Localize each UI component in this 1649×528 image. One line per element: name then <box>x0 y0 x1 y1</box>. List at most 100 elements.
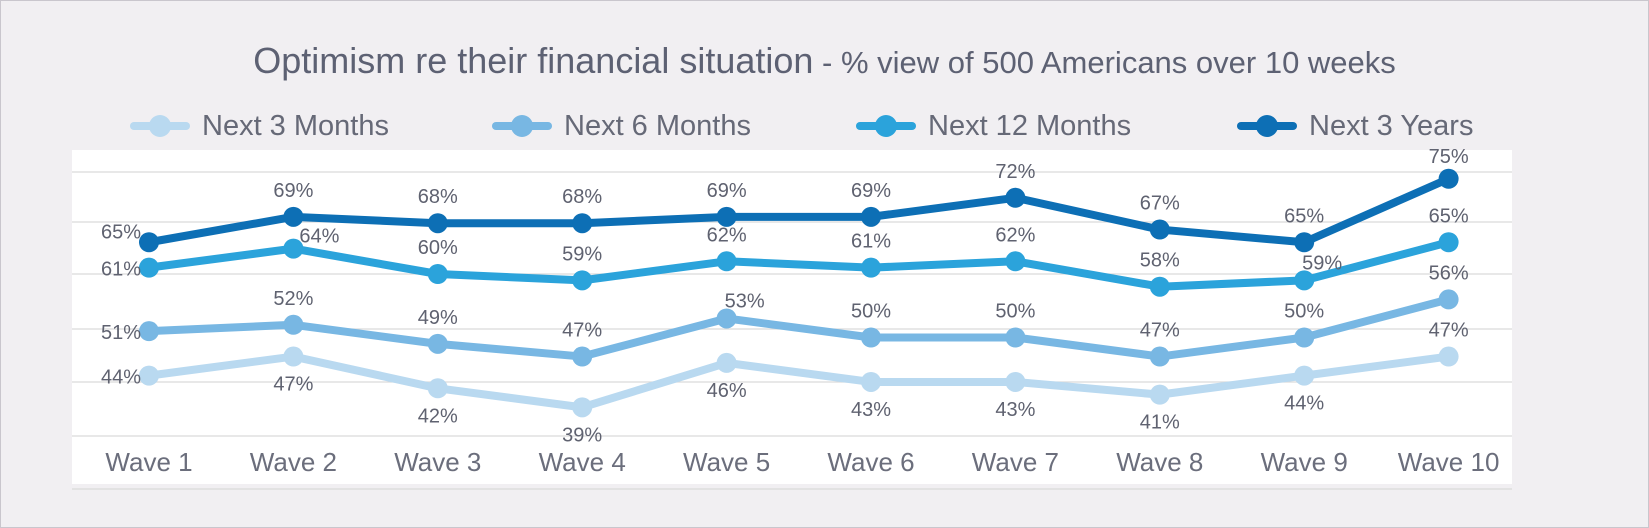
data-label: 44% <box>101 367 141 389</box>
data-point-next-12-months <box>716 251 737 272</box>
data-point-next-3-years <box>427 213 448 234</box>
data-point-next-3-years <box>283 206 304 227</box>
data-label: 61% <box>101 259 141 281</box>
data-point-next-12-months <box>1438 232 1459 253</box>
data-label: 64% <box>299 226 339 248</box>
data-point-next-3-months <box>283 346 304 367</box>
data-point-next-12-months <box>861 257 881 278</box>
data-point-next-3-months <box>1294 365 1315 386</box>
data-label: 41% <box>1140 412 1180 434</box>
legend-label: Next 6 Months <box>564 109 751 142</box>
data-label: 62% <box>707 224 747 246</box>
data-point-next-6-months <box>139 321 159 342</box>
data-point-next-6-months <box>716 308 737 329</box>
data-label: 39% <box>562 424 602 446</box>
legend-swatch-next-6-months <box>492 115 552 137</box>
series-line-next-6-months <box>145 295 1453 361</box>
data-label: 50% <box>1284 301 1324 323</box>
data-point-next-6-months <box>1438 289 1459 310</box>
data-point-next-3-years <box>1149 219 1170 240</box>
data-point-next-3-months <box>1149 384 1170 405</box>
data-label: 47% <box>1140 320 1180 342</box>
data-point-next-6-months <box>427 333 448 354</box>
x-tick-label: Wave 6 <box>827 447 914 477</box>
data-point-next-6-months <box>861 327 881 348</box>
data-label: 50% <box>995 301 1035 323</box>
data-label: 68% <box>418 186 458 208</box>
data-label: 51% <box>101 322 141 344</box>
x-tick-label: Wave 8 <box>1116 447 1203 477</box>
data-label: 59% <box>562 243 602 265</box>
data-label: 65% <box>101 221 141 243</box>
data-label: 56% <box>1429 262 1469 284</box>
chart-legend: Next 3 Months Next 6 Months Next 12 Mont… <box>0 104 1649 148</box>
legend-item-next-12-months: Next 12 Months <box>856 104 1131 148</box>
legend-label: Next 12 Months <box>928 109 1132 142</box>
data-point-next-6-months <box>1294 327 1315 348</box>
legend-item-next-6-months: Next 6 Months <box>492 104 751 148</box>
data-label: 61% <box>851 231 891 253</box>
data-labels: 44% 47% 42% 39% 46% 43% 43% 41% 44% 47% 51% 52% 49% 4… <box>101 146 1469 447</box>
data-label: 58% <box>1140 250 1180 272</box>
data-label: 60% <box>418 237 458 259</box>
data-label: 46% <box>707 380 747 402</box>
data-label: 59% <box>1302 252 1342 274</box>
data-point-next-3-months <box>861 371 881 392</box>
data-point-next-3-months <box>139 365 159 386</box>
data-point-next-3-years <box>572 213 593 234</box>
data-point-next-6-months <box>283 314 304 335</box>
data-point-next-3-years <box>1005 187 1026 208</box>
data-label: 67% <box>1140 193 1180 215</box>
data-label: 69% <box>851 180 891 202</box>
data-point-next-6-months <box>1005 327 1026 348</box>
x-axis: Wave 1 Wave 2 Wave 3 Wave 4 Wave 5 Wave 6 Wave… <box>105 447 1499 477</box>
data-label: 69% <box>273 180 313 202</box>
x-tick-label: Wave 2 <box>250 447 337 477</box>
data-point-next-6-months <box>572 346 593 367</box>
data-label: 44% <box>1284 393 1324 415</box>
data-label: 47% <box>1429 320 1469 342</box>
x-tick-label: Wave 1 <box>105 447 192 477</box>
data-label: 53% <box>725 290 765 312</box>
data-label: 42% <box>418 405 458 427</box>
legend-swatch-next-12-months <box>856 115 916 137</box>
data-label: 47% <box>273 374 313 396</box>
data-point-next-3-months <box>1005 371 1026 392</box>
data-point-next-3-years <box>139 232 159 253</box>
data-point-next-3-months <box>427 378 448 399</box>
x-tick-label: Wave 9 <box>1261 447 1348 477</box>
chart-title-main: Optimism re their financial situation <box>253 40 814 81</box>
data-point-next-12-months <box>1294 270 1315 291</box>
data-point-next-12-months <box>572 270 593 291</box>
data-label: 43% <box>851 399 891 421</box>
data-point-next-3-months <box>572 397 593 418</box>
series-line-next-3-months <box>145 352 1453 412</box>
data-point-next-3-years <box>1294 232 1315 253</box>
data-label: 49% <box>418 307 458 329</box>
data-point-next-3-years <box>861 206 881 227</box>
data-label: 65% <box>1429 205 1469 227</box>
x-tick-label: Wave 10 <box>1398 447 1500 477</box>
data-point-next-12-months <box>427 264 448 284</box>
data-label: 69% <box>707 180 747 202</box>
legend-swatch-next-3-months <box>130 115 190 137</box>
data-point-next-12-months <box>283 238 304 259</box>
data-point-next-12-months <box>1005 251 1026 272</box>
data-point-next-12-months <box>139 257 159 278</box>
legend-item-next-3-years: Next 3 Years <box>1237 104 1473 148</box>
x-tick-label: Wave 4 <box>539 447 626 477</box>
legend-label: Next 3 Months <box>202 109 389 142</box>
data-label: 43% <box>995 399 1035 421</box>
legend-swatch-next-3-years <box>1237 115 1297 137</box>
data-label: 62% <box>995 224 1035 246</box>
data-label: 50% <box>851 301 891 323</box>
data-point-next-3-months <box>716 352 737 373</box>
data-label: 65% <box>1284 205 1324 227</box>
x-tick-label: Wave 5 <box>683 447 770 477</box>
data-point-next-6-months <box>1149 346 1170 367</box>
data-label: 52% <box>273 288 313 310</box>
x-tick-label: Wave 3 <box>394 447 481 477</box>
legend-item-next-3-months: Next 3 Months <box>130 104 389 148</box>
data-label: 68% <box>562 186 602 208</box>
chart-title-subtitle: - % view of 500 Americans over 10 weeks <box>813 45 1396 80</box>
